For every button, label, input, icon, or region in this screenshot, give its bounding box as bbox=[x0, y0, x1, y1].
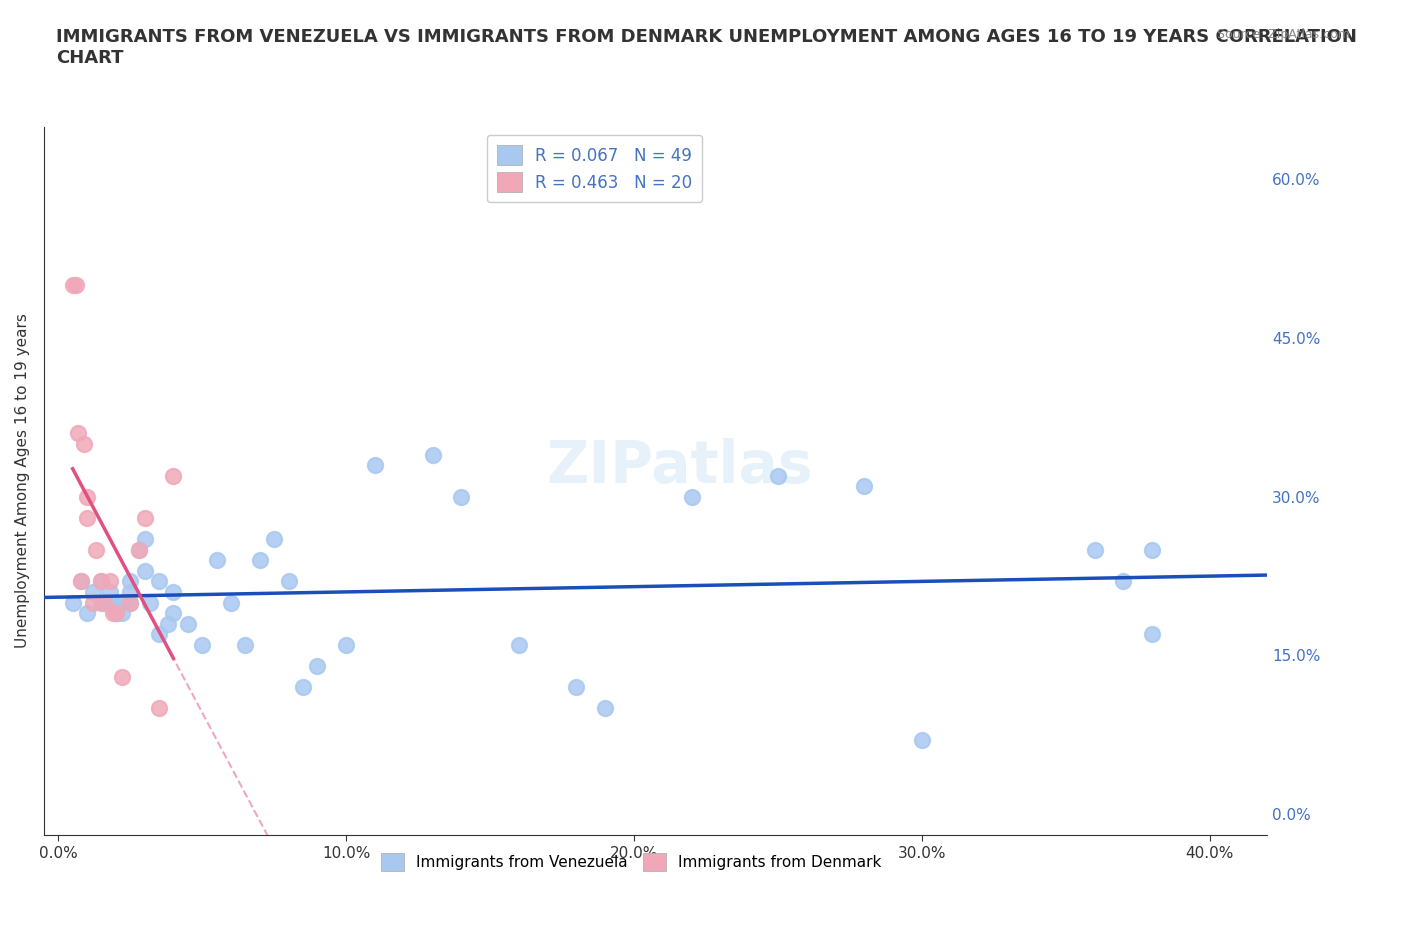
Point bbox=[148, 701, 170, 716]
Point bbox=[219, 595, 242, 610]
Point bbox=[162, 605, 184, 620]
Point bbox=[156, 617, 179, 631]
Point bbox=[101, 605, 124, 620]
Point bbox=[364, 458, 387, 472]
Point bbox=[291, 680, 314, 695]
Point bbox=[422, 447, 444, 462]
Point bbox=[76, 511, 98, 525]
Point bbox=[508, 637, 530, 652]
Point bbox=[110, 605, 132, 620]
Point bbox=[82, 595, 104, 610]
Point bbox=[62, 278, 84, 293]
Point bbox=[148, 574, 170, 589]
Point bbox=[104, 605, 127, 620]
Y-axis label: Unemployment Among Ages 16 to 19 years: Unemployment Among Ages 16 to 19 years bbox=[15, 313, 30, 648]
Point bbox=[120, 595, 142, 610]
Point bbox=[134, 564, 156, 578]
Point bbox=[76, 605, 98, 620]
Point bbox=[128, 542, 150, 557]
Point bbox=[1140, 627, 1163, 642]
Point bbox=[565, 680, 588, 695]
Point bbox=[307, 658, 329, 673]
Point bbox=[191, 637, 214, 652]
Text: ZIPatlas: ZIPatlas bbox=[547, 438, 814, 496]
Point bbox=[120, 574, 142, 589]
Point bbox=[90, 574, 112, 589]
Legend: Immigrants from Venezuela, Immigrants from Denmark: Immigrants from Venezuela, Immigrants fr… bbox=[375, 846, 887, 877]
Text: Source: ZipAtlas.com: Source: ZipAtlas.com bbox=[1216, 28, 1350, 41]
Point bbox=[911, 733, 934, 748]
Point bbox=[90, 595, 112, 610]
Point bbox=[853, 479, 876, 494]
Point bbox=[73, 436, 96, 451]
Point bbox=[67, 426, 90, 441]
Point bbox=[90, 574, 112, 589]
Point bbox=[104, 605, 127, 620]
Point bbox=[335, 637, 357, 652]
Point bbox=[263, 532, 285, 547]
Point bbox=[177, 617, 200, 631]
Point bbox=[62, 595, 84, 610]
Point bbox=[148, 627, 170, 642]
Point bbox=[134, 511, 156, 525]
Point bbox=[128, 542, 150, 557]
Point bbox=[104, 595, 127, 610]
Point bbox=[681, 489, 703, 504]
Point bbox=[98, 585, 121, 600]
Point bbox=[98, 595, 121, 610]
Point bbox=[235, 637, 257, 652]
Point bbox=[76, 489, 98, 504]
Point bbox=[1112, 574, 1135, 589]
Point bbox=[84, 542, 107, 557]
Point bbox=[120, 595, 142, 610]
Point bbox=[134, 532, 156, 547]
Point bbox=[139, 595, 162, 610]
Point bbox=[205, 552, 228, 567]
Point bbox=[277, 574, 299, 589]
Point bbox=[70, 574, 93, 589]
Point bbox=[450, 489, 472, 504]
Point bbox=[65, 278, 87, 293]
Point bbox=[1140, 542, 1163, 557]
Point bbox=[82, 585, 104, 600]
Point bbox=[162, 585, 184, 600]
Point bbox=[93, 595, 115, 610]
Point bbox=[70, 574, 93, 589]
Point bbox=[110, 670, 132, 684]
Point bbox=[593, 701, 616, 716]
Point bbox=[110, 595, 132, 610]
Point bbox=[120, 585, 142, 600]
Point bbox=[766, 468, 789, 483]
Point bbox=[162, 468, 184, 483]
Point bbox=[98, 574, 121, 589]
Text: IMMIGRANTS FROM VENEZUELA VS IMMIGRANTS FROM DENMARK UNEMPLOYMENT AMONG AGES 16 : IMMIGRANTS FROM VENEZUELA VS IMMIGRANTS … bbox=[56, 28, 1357, 67]
Point bbox=[249, 552, 271, 567]
Point bbox=[1084, 542, 1107, 557]
